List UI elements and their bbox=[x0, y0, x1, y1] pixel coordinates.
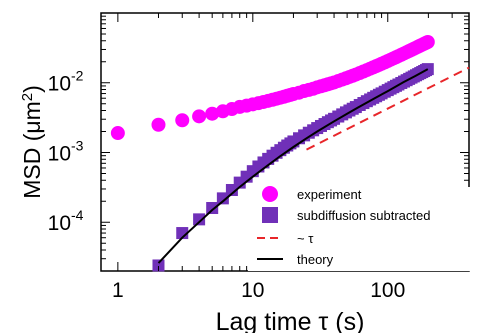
y-tick-label: 10 bbox=[48, 73, 71, 96]
x-tick-label: 1 bbox=[112, 279, 124, 302]
y-axis-title: MSD (μm2) bbox=[19, 85, 46, 199]
legend-label-tau: ~ τ bbox=[297, 231, 314, 246]
legend: experiment subdiffusion subtracted ~ τ theo… bbox=[248, 186, 470, 271]
legend-label-experiment: experiment bbox=[297, 187, 362, 202]
legend-label-subdiffusion-subtracted: subdiffusion subtracted bbox=[297, 208, 430, 223]
legend-label-theory: theory bbox=[297, 252, 334, 267]
point-experiment bbox=[151, 118, 165, 132]
y-tick-label-exponent: -2 bbox=[71, 68, 84, 84]
point-experiment bbox=[175, 113, 189, 127]
x-tick-label: 10 bbox=[241, 279, 264, 302]
x-tick-label: 100 bbox=[370, 279, 405, 302]
legend-marker-subdiffusion-subtracted bbox=[262, 207, 278, 223]
point-experiment bbox=[192, 109, 206, 123]
y-tick-label: 10 bbox=[48, 212, 71, 235]
point-experiment bbox=[111, 126, 125, 140]
y-tick-label-exponent: -3 bbox=[71, 137, 84, 153]
point-subdiffusion-subtracted bbox=[206, 202, 218, 214]
y-tick-label-exponent: -4 bbox=[71, 207, 84, 223]
y-tick-label: 10 bbox=[48, 142, 71, 165]
legend-marker-experiment bbox=[262, 186, 278, 202]
x-axis-title: Lag time τ (s) bbox=[216, 308, 365, 333]
point-experiment bbox=[421, 35, 435, 49]
